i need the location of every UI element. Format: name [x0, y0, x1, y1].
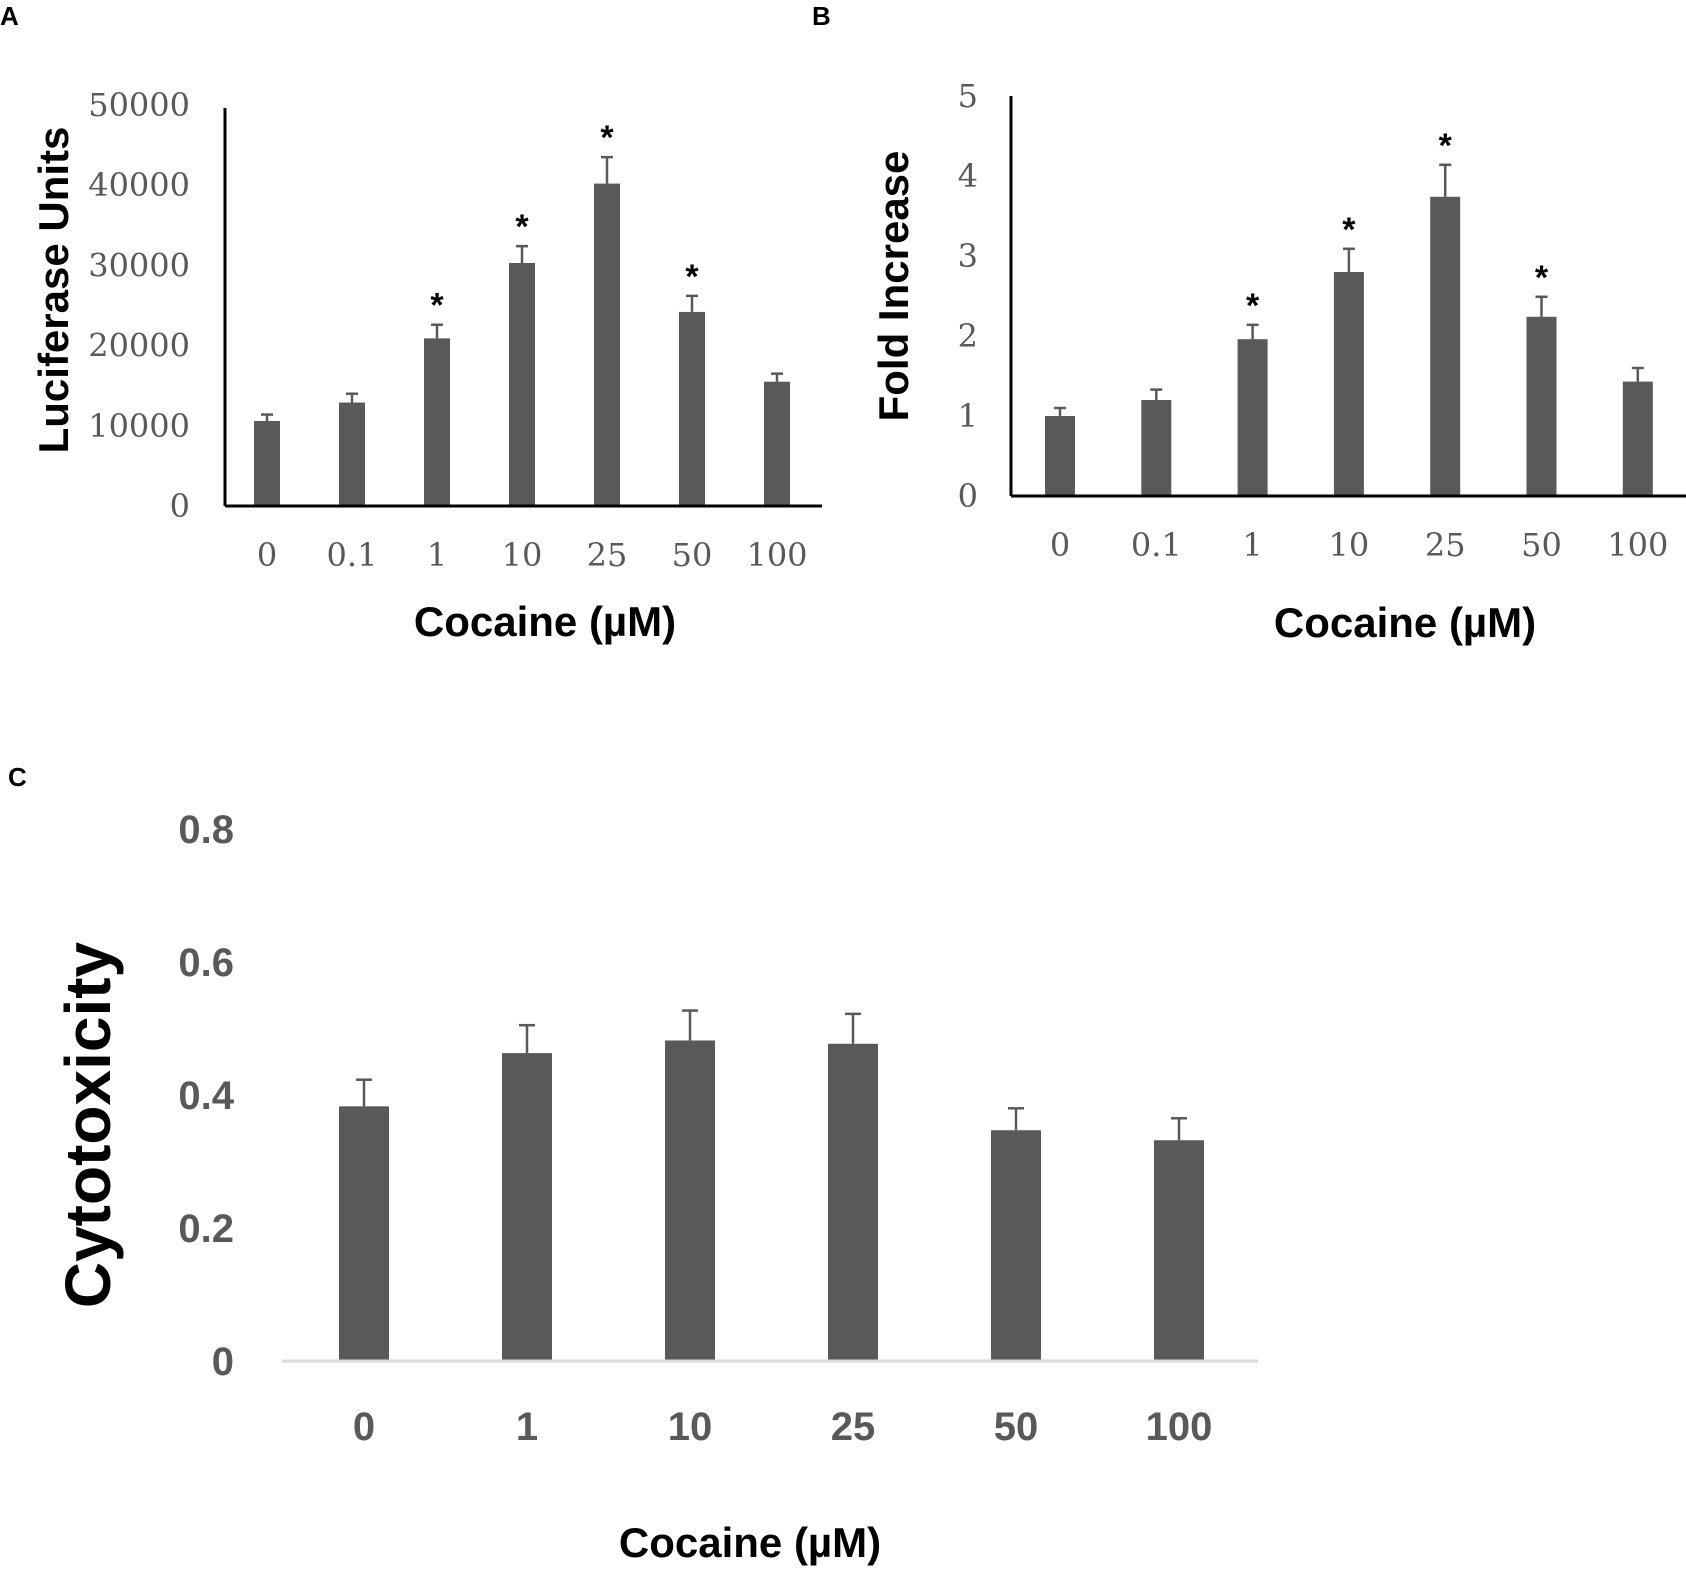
panel-b-x-tick-label: 10 — [1329, 526, 1370, 564]
panel-b-x-tick-label: 50 — [1521, 526, 1562, 564]
panel-c-bar — [339, 1106, 389, 1361]
panel-a-bar — [594, 183, 620, 506]
panel-c-x-ticks: 0 1 10 25 50 100 — [353, 1405, 1213, 1449]
panel-b-y-ticks: 0 1 2 3 4 5 — [958, 77, 978, 515]
panel-a-y-tick-label: 30000 — [88, 246, 190, 284]
panel-a-letter: A — [0, 1, 19, 31]
panel-b: B * * * * 0 1 2 3 4 5 0 0.1 1 10 25 50 100 Fold Increa… — [812, 1, 1686, 646]
panel-a-bar — [679, 311, 705, 506]
panel-a-x-axis-title: Cocaine (µM) — [414, 598, 676, 645]
panel-a-bar — [424, 338, 450, 506]
panel-a-bar — [254, 420, 280, 506]
panel-a: A * * * * 0 10000 20000 30000 40000 50000 0 0.1 1 1… — [0, 1, 822, 645]
panel-a-y-tick-label: 0 — [170, 487, 190, 525]
panel-b-significance-star: * — [1439, 127, 1453, 165]
panel-b-bar — [1237, 339, 1268, 496]
panel-b-significance-star: * — [1342, 211, 1356, 249]
panel-b-y-tick-label: 4 — [958, 157, 978, 195]
panel-b-bar — [1333, 272, 1364, 496]
panel-b-bar — [1141, 400, 1172, 496]
panel-b-x-axis-title: Cocaine (µM) — [1274, 599, 1536, 646]
panel-a-y-tick-label: 50000 — [88, 86, 190, 124]
panel-c-bar — [828, 1043, 878, 1361]
panel-a-x-tick-label: 50 — [672, 536, 713, 574]
panel-b-x-tick-label: 1 — [1242, 526, 1262, 564]
panel-c-x-tick-label: 100 — [1146, 1405, 1213, 1449]
panel-a-y-tick-label: 10000 — [88, 407, 190, 445]
panel-b-x-tick-label: 100 — [1607, 526, 1668, 564]
panel-c-y-axis-title: Cytotoxicity — [52, 941, 124, 1308]
panel-b-y-tick-label: 3 — [958, 237, 978, 275]
panel-c-x-tick-label: 25 — [831, 1405, 876, 1449]
panel-a-x-tick-label: 10 — [502, 536, 543, 574]
panel-b-x-tick-label: 0 — [1050, 526, 1070, 564]
panel-b-x-tick-label: 0.1 — [1131, 526, 1182, 564]
panel-b-bars: * * * * — [1045, 127, 1653, 497]
panel-c-bar — [1154, 1140, 1204, 1361]
panel-c: C 0 0.2 0.4 0.6 0.8 0 1 10 25 50 100 Cytotoxicity… — [8, 762, 1258, 1566]
panel-a-x-tick-label: 1 — [427, 536, 447, 574]
panel-c-y-tick-label: 0.8 — [178, 808, 234, 852]
panel-a-x-tick-label: 0 — [257, 536, 277, 574]
panel-b-significance-star: * — [1246, 287, 1260, 325]
panel-a-x-ticks: 0 0.1 1 10 25 50 100 — [257, 536, 808, 574]
panel-a-y-tick-label: 20000 — [88, 327, 190, 365]
panel-b-y-axis-title: Fold Increase — [870, 151, 917, 422]
panel-a-x-tick-label: 0.1 — [327, 536, 378, 574]
panel-c-letter: C — [8, 762, 27, 792]
panel-c-y-tick-label: 0.2 — [178, 1207, 234, 1251]
panel-b-x-ticks: 0 0.1 1 10 25 50 100 — [1050, 526, 1669, 564]
panel-b-bar — [1045, 416, 1075, 496]
panel-b-y-tick-label: 2 — [958, 317, 978, 355]
panel-b-bar — [1526, 316, 1557, 496]
panel-c-x-axis-title: Cocaine (µM) — [619, 1519, 881, 1566]
panel-a-y-axis-title: Luciferase Units — [30, 127, 77, 454]
panel-a-x-tick-label: 25 — [587, 536, 628, 574]
panel-a-bars: * * * * — [254, 119, 790, 506]
panel-c-bar — [991, 1130, 1041, 1361]
panel-c-bar — [502, 1053, 552, 1361]
panel-c-y-ticks: 0 0.2 0.4 0.6 0.8 — [178, 808, 234, 1384]
panel-b-bar — [1430, 196, 1461, 497]
panel-c-y-tick-label: 0 — [212, 1340, 234, 1384]
panel-b-y-tick-label: 0 — [958, 477, 978, 515]
panel-a-significance-star: * — [600, 119, 614, 157]
panel-b-y-tick-label: 1 — [958, 397, 978, 435]
panel-c-x-tick-label: 50 — [994, 1405, 1039, 1449]
panel-a-bar — [509, 262, 535, 506]
panel-c-x-tick-label: 1 — [516, 1405, 538, 1449]
panel-a-significance-star: * — [685, 258, 699, 296]
panel-a-bar — [339, 402, 365, 506]
panel-b-x-tick-label: 25 — [1425, 526, 1466, 564]
panel-b-y-tick-label: 5 — [958, 77, 978, 115]
panel-a-y-ticks: 0 10000 20000 30000 40000 50000 — [88, 86, 190, 525]
panel-b-letter: B — [812, 1, 831, 31]
panel-c-bar — [665, 1040, 715, 1361]
panel-a-significance-star: * — [430, 287, 444, 325]
panel-a-significance-star: * — [515, 208, 529, 246]
panel-c-x-tick-label: 10 — [668, 1405, 713, 1449]
panel-c-bars — [339, 1009, 1204, 1361]
panel-c-y-tick-label: 0.6 — [178, 941, 234, 985]
panel-a-y-tick-label: 40000 — [88, 166, 190, 204]
panel-a-x-tick-label: 100 — [746, 536, 807, 574]
panel-b-bar — [1622, 381, 1653, 496]
panel-c-y-tick-label: 0.4 — [178, 1074, 234, 1118]
panel-a-bar — [764, 381, 790, 506]
panel-c-x-tick-label: 0 — [353, 1405, 375, 1449]
panel-b-significance-star: * — [1535, 259, 1549, 297]
